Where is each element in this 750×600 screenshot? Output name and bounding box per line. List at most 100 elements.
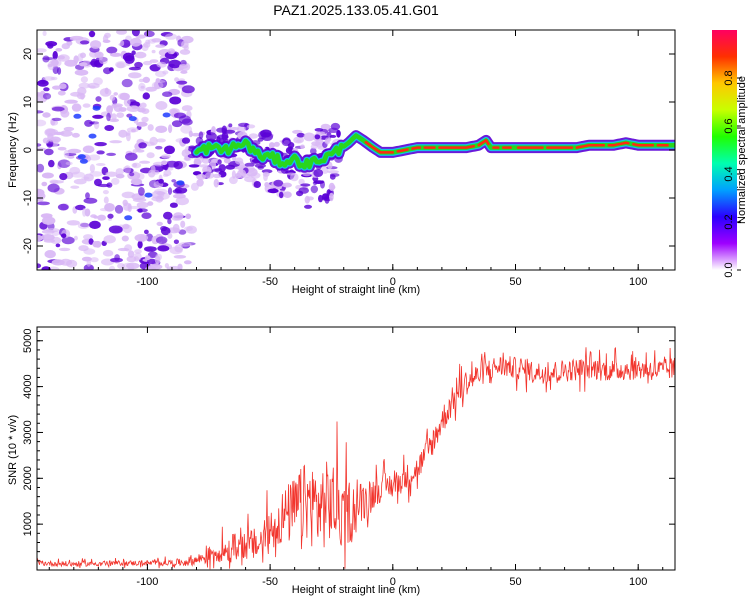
noise-blob [172,189,182,194]
transition-blob [188,164,200,168]
noise-blob [45,41,58,47]
ridge-core-segment [364,140,395,154]
transition-blob [238,122,250,127]
noise-blob [161,154,171,159]
transition-blob [310,185,318,194]
transition-blob [328,182,335,191]
noise-blob [41,172,54,179]
noise-blob [174,77,180,82]
noise-blob [131,128,136,133]
colorbar-tick-label: 0.8 [723,70,735,85]
noise-blob [104,125,115,131]
noise-blob [168,59,182,69]
transition-blob [314,128,324,132]
noise-blob [83,173,94,182]
transition-blob [261,132,274,142]
noise-blob [142,92,150,100]
noise-blob [161,160,168,166]
noise-blob [131,30,140,37]
noise-blob [114,204,124,214]
noise-blob [89,164,95,173]
transition-blob [217,159,222,165]
transition-blob [267,188,279,194]
snr-ytick-label: 3000 [22,420,34,444]
transition-blob [190,182,199,191]
noise-blob [148,169,156,178]
transition-blob [202,158,210,164]
noise-blob [131,162,142,169]
noise-blob [120,40,125,47]
noise-blob [143,60,152,66]
noise-blob [60,130,73,137]
noise-blob [43,87,50,92]
noise-blob [89,257,99,263]
noise-blob [144,229,149,235]
noise-blob [134,234,149,242]
ridge-core-segment [575,143,606,149]
transition-blob [257,137,264,142]
noise-blob [106,152,116,156]
spectrogram-xtick-label: 100 [629,276,647,288]
snr-xtick-label: 50 [509,576,521,588]
noise-blob [93,77,103,86]
noise-blob [37,119,47,127]
noise-blob [102,249,114,257]
transition-blob [273,179,284,187]
noise-blob [108,225,123,234]
snr-xtick-label: -50 [262,576,278,588]
transition-blob [318,194,323,203]
noise-blob [94,51,104,59]
noise-blob [92,241,100,248]
transition-blob [329,192,334,202]
noise-blob [55,48,63,52]
spectrogram-heatmap [37,30,675,270]
noise-blob [156,236,168,244]
noise-blob [144,255,151,261]
noise-blob [169,96,182,105]
noise-blob [180,124,193,134]
noise-blob [78,82,91,89]
noise-blob [127,267,135,270]
noise-blob [111,103,123,107]
noise-blob [185,213,192,220]
noise-blob [85,192,90,200]
noise-blob [111,177,120,185]
noise-blob [57,203,69,211]
colorbar-label: Normalized spectral amplitude [736,76,748,224]
transition-blob [191,132,201,137]
spectrogram-xtick-label: -50 [262,276,278,288]
noise-blob [167,187,173,195]
noise-blob [109,52,122,57]
colorbar-tick-label: 0.4 [723,166,735,181]
noise-blob [90,40,102,49]
noise-blob [138,142,147,149]
noise-blob [43,148,54,156]
noise-blob [93,120,100,130]
noise-blob [116,30,127,35]
transition-blob [296,190,304,197]
noise-blob [178,229,187,235]
transition-blob [329,174,336,180]
noise-blob [83,197,98,204]
noise-blob [163,211,173,220]
noise-hotspot [92,105,101,111]
noise-blob [127,250,135,258]
transition-blob [244,162,255,168]
snr-ytick-label: 4000 [22,374,34,398]
ridge-core-segment [607,141,630,147]
noise-blob [165,160,180,168]
transition-blob [315,131,326,135]
noise-blob [94,142,107,147]
noise-blob [180,220,186,228]
transition-blob [296,132,305,138]
noise-blob [181,105,193,112]
snr-panel: -100 -50 0 50 100 1000 2000 3000 4000 5000 Height… [7,326,676,596]
noise-blob [179,49,191,55]
noise-blob [37,263,42,269]
colorbar-strip [712,30,737,270]
noise-blob [175,196,189,206]
noise-blob [174,244,184,253]
transition-blob [250,172,261,179]
noise-blob [165,33,177,40]
noise-hotspot [88,133,97,139]
